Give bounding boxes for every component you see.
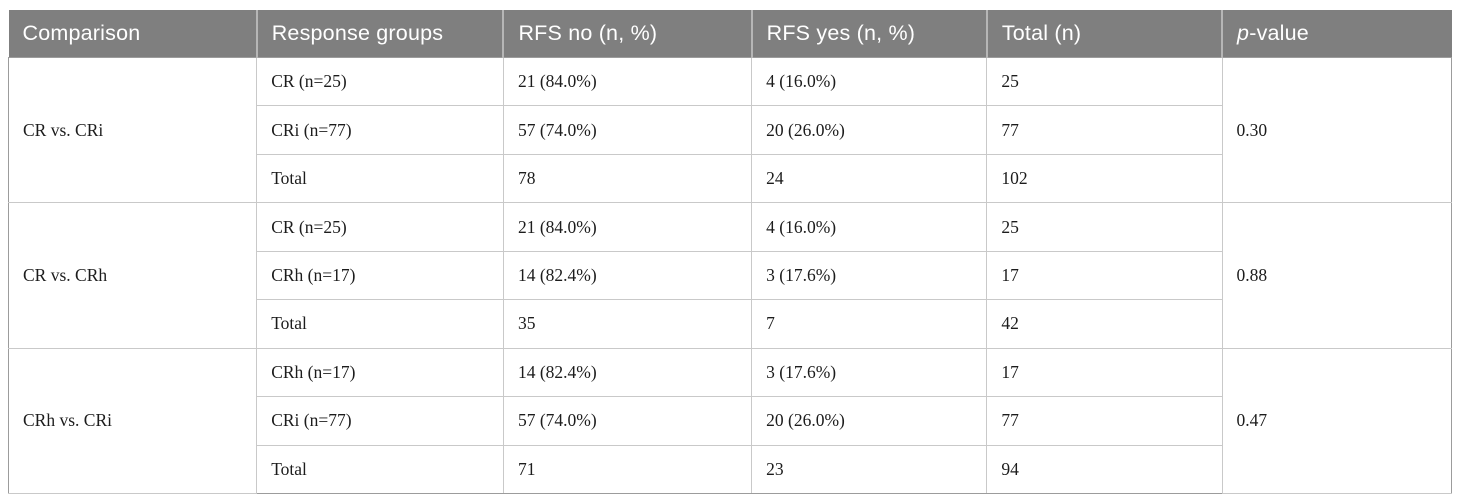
p-value-header-rest: -value [1249,21,1309,45]
p-value-header-italic: p [1237,21,1250,45]
col-header-p-value: p-value [1221,10,1452,58]
response-group-cell: CRh (n=17) [256,250,504,301]
table-row: Total 71 23 94 [9,444,1452,494]
rfs-yes-cell: 3 (17.6%) [751,250,988,301]
comparison-cell: CR vs. CRi [7,56,258,204]
table-row: CRh (n=17) 14 (82.4%) 3 (17.6%) 17 [9,250,1452,301]
rfs-no-cell: 57 (74.0%) [502,396,753,446]
rfs-yes-cell: 3 (17.6%) [751,347,988,398]
col-header-total: Total (n) [985,10,1223,58]
total-cell: 17 [986,347,1223,398]
total-cell: 102 [986,153,1223,204]
rfs-no-cell: 21 (84.0%) [502,56,753,107]
rfs-yes-cell: 20 (26.0%) [751,105,988,155]
response-group-cell: CRi (n=77) [256,105,504,155]
total-cell: 42 [986,299,1223,349]
rfs-no-cell: 14 (82.4%) [502,250,753,301]
table-row: Total 35 7 42 [9,299,1452,349]
table-row: CR vs. CRi CR (n=25) 21 (84.0%) 4 (16.0%) 25… [7,56,1453,204]
total-cell: 94 [986,444,1223,494]
response-group-cell: Total [256,444,504,494]
table-row: CR vs. CRh CR (n=25) 21 (84.0%) 4 (16.0%) 25… [7,202,1453,349]
rfs-comparison-table: Comparison Response groups RFS no (n, %)… [7,10,1453,495]
total-cell: 77 [986,105,1223,155]
rfs-no-cell: 78 [502,153,753,204]
table-row: CRh vs. CRi CRh (n=17) 14 (82.4%) 3 (17.6%)… [7,347,1453,495]
rfs-yes-cell: 20 (26.0%) [751,396,988,446]
comparison-cell: CR vs. CRh [7,202,258,349]
p-value-cell: 0.30 [1221,56,1453,204]
rfs-yes-cell: 7 [751,299,988,349]
table-header: Comparison Response groups RFS no (n, %)… [8,10,1452,58]
table-body: CR vs. CRi CR (n=25) 21 (84.0%) 4 (16.0%) 25… [7,56,1453,495]
rfs-yes-cell: 4 (16.0%) [751,202,988,252]
rfs-yes-cell: 24 [751,153,988,204]
response-group-cell: CR (n=25) [256,56,504,107]
col-header-rfs-yes: RFS yes (n, %) [750,10,987,58]
rfs-no-cell: 71 [502,444,753,494]
col-header-rfs-no: RFS no (n, %) [502,10,752,58]
total-cell: 25 [986,202,1223,252]
col-header-response-groups: Response groups [255,10,504,58]
p-value-cell: 0.88 [1221,202,1453,349]
rfs-no-cell: 57 (74.0%) [502,105,753,155]
table-row: CRi (n=77) 57 (74.0%) 20 (26.0%) 77 [9,396,1452,446]
p-value-cell: 0.47 [1221,347,1453,495]
total-cell: 25 [986,56,1223,107]
rfs-no-cell: 21 (84.0%) [502,202,753,252]
total-cell: 77 [986,396,1223,446]
col-header-comparison: Comparison [8,10,257,58]
rfs-no-cell: 14 (82.4%) [502,347,753,398]
rfs-yes-cell: 4 (16.0%) [751,56,988,107]
total-cell: 17 [986,250,1223,301]
table-row: Total 78 24 102 [9,153,1452,204]
response-group-cell: Total [256,299,504,349]
rfs-yes-cell: 23 [751,444,988,494]
response-group-cell: Total [256,153,504,204]
comparison-cell: CRh vs. CRi [7,347,258,495]
response-group-cell: CR (n=25) [256,202,504,252]
header-row: Comparison Response groups RFS no (n, %)… [8,10,1452,58]
response-group-cell: CRi (n=77) [256,396,504,446]
response-group-cell: CRh (n=17) [256,347,504,398]
table-row: CRi (n=77) 57 (74.0%) 20 (26.0%) 77 [9,105,1452,155]
rfs-no-cell: 35 [502,299,753,349]
